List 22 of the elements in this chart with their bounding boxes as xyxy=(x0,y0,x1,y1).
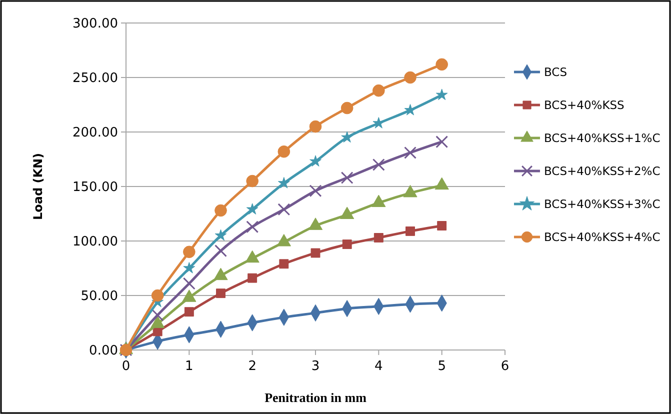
legend-label: BCS+40%KSS+4%C xyxy=(544,230,660,244)
y-tick-label: 200.00 xyxy=(72,126,118,141)
x-tick-label: 4 xyxy=(374,359,383,374)
x-tick-label: 3 xyxy=(311,359,320,374)
legend-label: BCS xyxy=(544,65,568,80)
legend-label: BCS+40%KSS xyxy=(544,98,624,112)
legend-label: BCS+40%KSS+3%C xyxy=(544,197,660,212)
x-tick-label: 2 xyxy=(248,359,256,374)
x-tick-label: 1 xyxy=(185,359,194,374)
y-tick-label: 100.00 xyxy=(72,234,118,250)
y-axis-title: Load (KN) xyxy=(31,152,45,220)
legend-label: BCS+40%KSS+1%C xyxy=(544,131,660,146)
x-tick-label: 5 xyxy=(438,359,446,374)
y-tick-label: 0.00 xyxy=(89,344,118,359)
y-tick-label: 50.00 xyxy=(80,289,118,304)
y-tick-label: 250.00 xyxy=(72,71,118,86)
y-tick-label: 150.00 xyxy=(72,180,118,196)
x-tick-label: 0 xyxy=(122,359,130,374)
y-tick-label: 300.00 xyxy=(72,16,118,32)
legend-label: BCS+40%KSS+2%C xyxy=(544,164,660,178)
x-axis-title: Penitration in mm xyxy=(264,390,367,405)
x-tick-label: 6 xyxy=(500,359,510,374)
